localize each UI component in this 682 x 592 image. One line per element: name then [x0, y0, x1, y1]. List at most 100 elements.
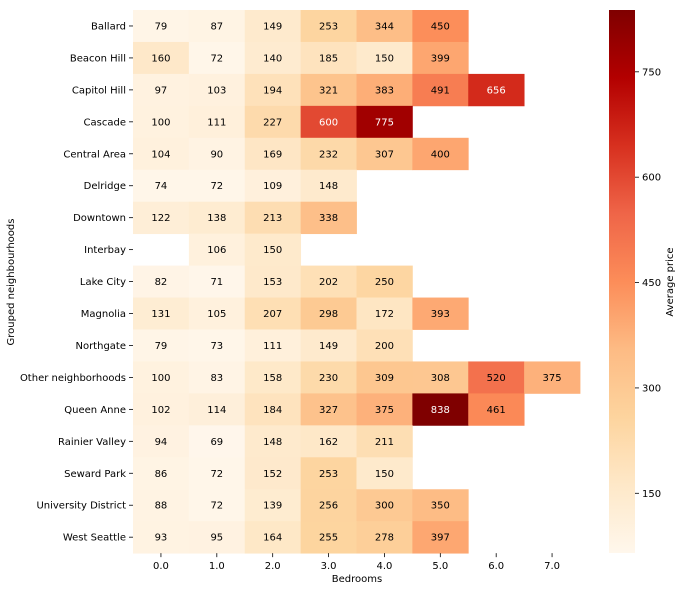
heatmap-cell: [133, 41, 190, 75]
cell-value-label: 307: [375, 149, 394, 160]
cell-value-label: 232: [319, 149, 338, 160]
cell-value-label: 150: [375, 53, 394, 64]
heatmap-cell: [412, 521, 469, 554]
heatmap-cell: [133, 10, 190, 43]
y-tick-label: Lake City: [80, 277, 126, 288]
x-tick-label: 2.0: [265, 561, 281, 572]
cell-value-label: 104: [151, 149, 170, 160]
heatmap-cell: [188, 361, 246, 394]
cell-value-label: 69: [210, 437, 223, 448]
heatmap-cell: [133, 105, 190, 139]
heatmap-cell: [244, 393, 302, 426]
x-tick-label: 1.0: [209, 561, 225, 572]
cell-value-label: 211: [375, 437, 394, 448]
heatmap-cell: [356, 393, 413, 426]
cell-value-label: 375: [375, 405, 394, 416]
cell-value-label: 149: [319, 341, 338, 352]
cell-value-label: 250: [375, 277, 394, 288]
y-tick-label: Magnolia: [81, 309, 126, 320]
colorbar-title: Average price: [665, 247, 676, 316]
heatmap-cell: [244, 489, 302, 522]
heatmap-cell: [356, 489, 413, 522]
cell-value-label: 256: [319, 501, 338, 512]
y-tick-label: Cascade: [84, 117, 126, 128]
cell-value-label: 327: [319, 405, 338, 416]
cell-value-label: 600: [319, 117, 338, 128]
heatmap-cell: [188, 425, 246, 458]
cell-value-label: 122: [151, 213, 170, 224]
heatmap-cell: [133, 521, 190, 554]
cell-value-label: 393: [431, 309, 450, 320]
heatmap-cell: [356, 425, 413, 458]
heatmap-cell: [244, 201, 302, 235]
cell-value-label: 152: [263, 469, 282, 480]
x-tick-label: 7.0: [544, 561, 560, 572]
heatmap-cell: [133, 73, 190, 107]
heatmap-cell: [188, 265, 246, 298]
heatmap-cell: [188, 297, 246, 330]
cell-value-label: 105: [207, 309, 226, 320]
y-tick-label: Interbay: [84, 245, 126, 256]
cell-value-label: 308: [431, 373, 450, 384]
cell-value-label: 255: [319, 533, 338, 544]
y-tick-label: Downtown: [73, 213, 126, 224]
y-tick-label: Delridge: [84, 181, 126, 192]
cell-value-label: 520: [487, 373, 506, 384]
y-axis-title: Grouped neighbourhoods: [6, 219, 17, 346]
colorbar-tick-label: 150: [642, 489, 661, 500]
cell-value-label: 97: [155, 85, 168, 96]
heatmap-cell: [356, 41, 413, 75]
heatmap-cell: [412, 393, 469, 426]
cell-value-label: 338: [319, 213, 338, 224]
cell-value-label: 202: [319, 277, 338, 288]
heatmap-cell: [244, 361, 302, 394]
cell-value-label: 200: [375, 341, 394, 352]
cell-value-label: 82: [155, 277, 168, 288]
cell-value-label: 230: [319, 373, 338, 384]
heatmap-cell: [300, 265, 357, 298]
heatmap-cell: [133, 425, 190, 458]
x-axis-title: Bedrooms: [332, 574, 382, 585]
heatmap-cell: [244, 105, 302, 139]
cell-value-label: 213: [263, 213, 282, 224]
cell-value-label: 344: [375, 21, 394, 32]
cell-value-label: 114: [207, 405, 226, 416]
cell-value-label: 169: [263, 149, 282, 160]
heatmap-cell: [300, 297, 357, 330]
cell-value-label: 150: [263, 245, 282, 256]
heatmap-cell: [300, 201, 357, 235]
cell-value-label: 109: [263, 181, 282, 192]
cell-value-label: 162: [319, 437, 338, 448]
cell-value-label: 278: [375, 533, 394, 544]
y-tick-label: Other neighborhoods: [20, 373, 126, 384]
heatmap-cell: [412, 10, 469, 43]
heatmap-cell: [133, 169, 190, 203]
cell-value-label: 184: [263, 405, 282, 416]
heatmap-cell: [300, 489, 357, 522]
cell-value-label: 71: [210, 277, 223, 288]
heatmap-cell: [244, 265, 302, 298]
y-tick-label: West Seattle: [63, 533, 126, 544]
heatmap-cell: [356, 105, 413, 139]
cell-value-label: 148: [263, 437, 282, 448]
cell-value-label: 227: [263, 117, 282, 128]
heatmap-cell: [468, 393, 525, 426]
heatmap-cell: [356, 297, 413, 330]
heatmap-cell: [244, 425, 302, 458]
heatmap-cell: [188, 233, 246, 266]
x-tick-label: 5.0: [432, 561, 448, 572]
x-tick-labels: 0.0 1.0 2.0 3.0 4.0 5.0 6.0 7.0: [153, 553, 560, 572]
cell-value-label: 106: [207, 245, 226, 256]
x-tick-label: 3.0: [321, 561, 337, 572]
heatmap-cell: [300, 105, 357, 139]
heatmap-cell: [356, 137, 413, 171]
heatmap-cell: [188, 10, 246, 43]
heatmap-cell: [188, 201, 246, 235]
cell-value-label: 207: [263, 309, 282, 320]
heatmap-cell: [244, 521, 302, 554]
y-tick-label: Beacon Hill: [70, 53, 126, 64]
heatmap-cell: [244, 233, 302, 266]
cell-value-label: 74: [155, 181, 168, 192]
heatmap-cell: [133, 137, 190, 171]
